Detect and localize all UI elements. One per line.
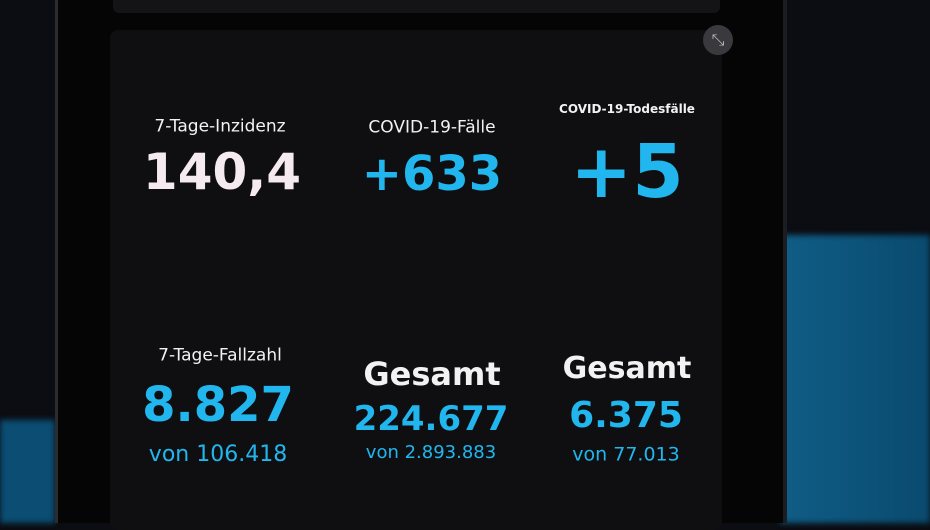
stats-panel <box>110 30 722 530</box>
tile-label: 7-Tage-Inzidenz <box>154 116 286 137</box>
top-panel <box>113 0 720 13</box>
tile-value: +5 <box>570 129 684 215</box>
tile-sub: von 77.013 <box>572 443 680 466</box>
bg-blue-block <box>0 420 55 523</box>
tile-sub: von 106.418 <box>148 442 288 467</box>
tile-value: 8.827 <box>142 377 294 433</box>
tile-label: Gesamt <box>562 351 692 386</box>
tile-label: 7-Tage-Fallzahl <box>158 345 282 366</box>
tile-label: COVID-19-Todesfälle <box>559 102 695 116</box>
tile-value: 140,4 <box>142 143 302 201</box>
tile-value: 224.677 <box>353 399 509 439</box>
tile-value: 6.375 <box>569 395 683 436</box>
tile-label: COVID-19-Fälle <box>368 117 496 138</box>
collapse-button[interactable]: ⤡ <box>703 25 733 55</box>
bg-blue-block <box>780 235 930 523</box>
tile-label: Gesamt <box>363 355 501 393</box>
tile-sub: von 2.893.883 <box>365 442 497 463</box>
tile-value: +633 <box>361 146 503 202</box>
